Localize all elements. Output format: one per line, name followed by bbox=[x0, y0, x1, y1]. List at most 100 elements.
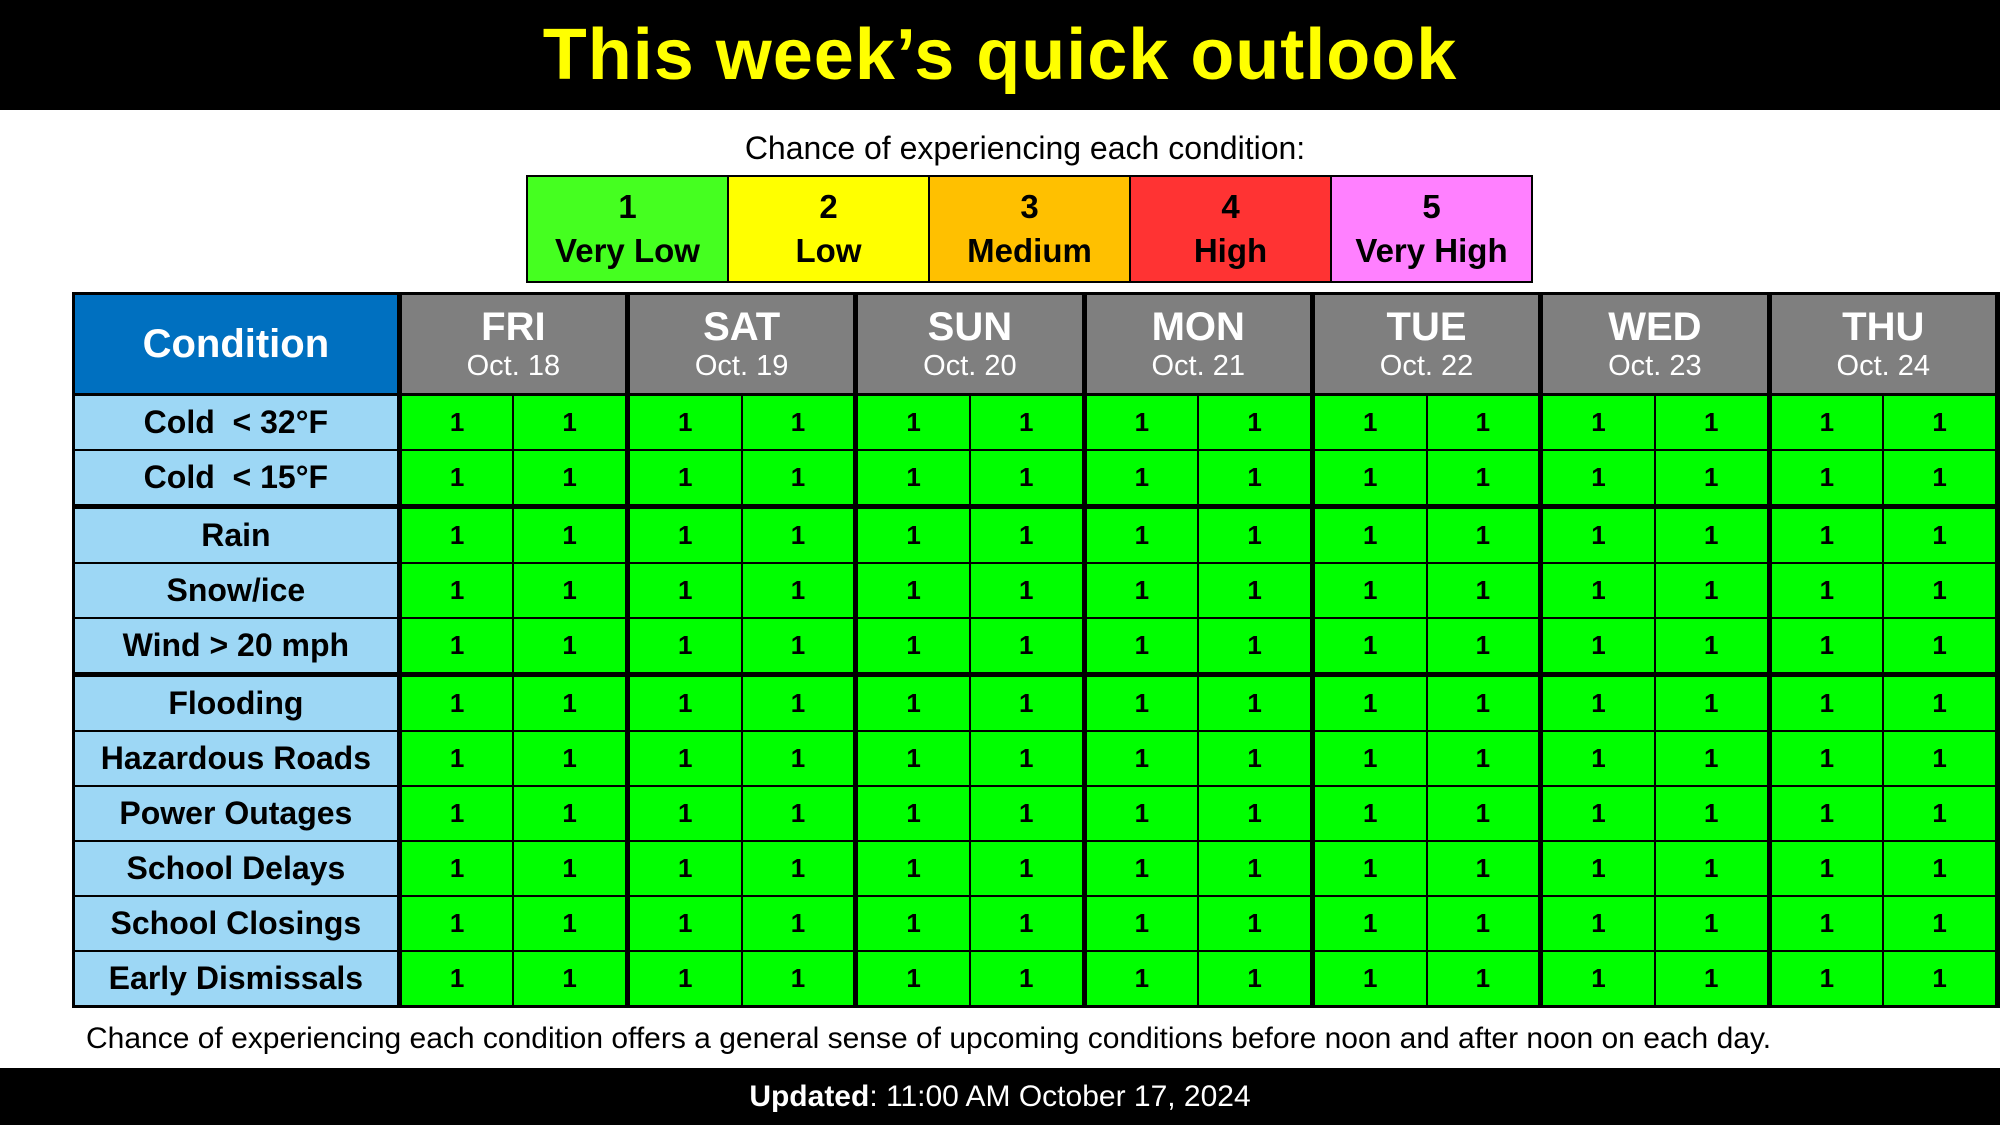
before-noon-cell: 1 bbox=[624, 618, 743, 676]
after-noon-cell: 1 bbox=[1654, 951, 1772, 1008]
before-noon-cell: 1 bbox=[624, 786, 743, 842]
condition-label: Hazardous Roads bbox=[72, 731, 402, 787]
updated-value: : 11:00 AM October 17, 2024 bbox=[869, 1079, 1251, 1113]
before-noon-cell: 1 bbox=[624, 896, 743, 952]
table-row: Flooding 1 1 1 1 1 1 1 1 1 1 1 1 1 1 bbox=[72, 672, 2000, 732]
after-noon-cell: 1 bbox=[1883, 393, 2000, 451]
after-noon-cell: 1 bbox=[1654, 618, 1772, 676]
after-noon-cell: 1 bbox=[513, 731, 630, 787]
before-noon-cell: 1 bbox=[1309, 786, 1428, 842]
after-noon-cell: 1 bbox=[741, 951, 859, 1008]
before-noon-cell: 1 bbox=[396, 504, 515, 564]
after-noon-cell: 1 bbox=[1654, 731, 1772, 787]
day-date: Oct. 22 bbox=[1379, 350, 1474, 382]
after-noon-cell: 1 bbox=[513, 951, 630, 1008]
legend-level-label: Medium bbox=[967, 232, 1092, 269]
after-noon-cell: 1 bbox=[1654, 841, 1772, 897]
legend-level-5: 5 Very High bbox=[1332, 177, 1531, 281]
before-noon-cell: 1 bbox=[1538, 841, 1656, 897]
day-date: Oct. 23 bbox=[1608, 350, 1702, 382]
after-noon-cell: 1 bbox=[1198, 672, 1315, 732]
after-noon-cell: 1 bbox=[741, 393, 859, 451]
after-noon-cell: 1 bbox=[741, 672, 859, 732]
condition-label: Cold < 32°F bbox=[72, 393, 402, 451]
after-noon-cell: 1 bbox=[741, 786, 859, 842]
day-name: SAT bbox=[703, 305, 781, 349]
before-noon-cell: 1 bbox=[1538, 896, 1656, 952]
before-noon-cell: 1 bbox=[1538, 504, 1656, 564]
before-noon-cell: 1 bbox=[396, 672, 515, 732]
before-noon-cell: 1 bbox=[396, 951, 515, 1008]
before-noon-cell: 1 bbox=[624, 504, 743, 564]
legend-level-4: 4 High bbox=[1131, 177, 1332, 281]
after-noon-cell: 1 bbox=[1654, 786, 1772, 842]
before-noon-cell: 1 bbox=[396, 450, 515, 508]
before-noon-cell: 1 bbox=[1309, 393, 1428, 451]
after-noon-cell: 1 bbox=[1426, 731, 1544, 787]
after-noon-cell: 1 bbox=[1198, 731, 1315, 787]
after-noon-cell: 1 bbox=[513, 563, 630, 619]
before-noon-cell: 1 bbox=[396, 618, 515, 676]
before-noon-cell: 1 bbox=[396, 841, 515, 897]
after-noon-cell: 1 bbox=[741, 841, 859, 897]
before-noon-cell: 1 bbox=[1538, 563, 1656, 619]
before-noon-cell: 1 bbox=[1309, 563, 1428, 619]
after-noon-cell: 1 bbox=[513, 618, 630, 676]
after-noon-cell: 1 bbox=[969, 563, 1087, 619]
legend-level-2: 2 Low bbox=[729, 177, 930, 281]
table-row: Snow/ice 1 1 1 1 1 1 1 1 1 1 1 1 1 1 bbox=[72, 563, 2000, 619]
after-noon-cell: 1 bbox=[1198, 450, 1315, 508]
table-row: Power Outages 1 1 1 1 1 1 1 1 1 1 1 1 1 1 bbox=[72, 786, 2000, 842]
after-noon-cell: 1 bbox=[1883, 896, 2000, 952]
day-name: TUE bbox=[1386, 305, 1467, 349]
after-noon-cell: 1 bbox=[1426, 672, 1544, 732]
legend-level-1: 1 Very Low bbox=[528, 177, 729, 281]
before-noon-cell: 1 bbox=[1081, 563, 1200, 619]
condition-label: School Closings bbox=[72, 896, 402, 952]
before-noon-cell: 1 bbox=[1538, 618, 1656, 676]
before-noon-cell: 1 bbox=[396, 393, 515, 451]
after-noon-cell: 1 bbox=[1198, 951, 1315, 1008]
day-name: MON bbox=[1151, 305, 1245, 349]
legend-level-number: 2 bbox=[819, 188, 838, 225]
after-noon-cell: 1 bbox=[1883, 504, 2000, 564]
before-noon-cell: 1 bbox=[396, 786, 515, 842]
before-noon-cell: 1 bbox=[624, 563, 743, 619]
before-noon-cell: 1 bbox=[1766, 786, 1885, 842]
before-noon-cell: 1 bbox=[1309, 841, 1428, 897]
table-row: Cold < 32°F 1 1 1 1 1 1 1 1 1 1 1 1 1 1 bbox=[72, 393, 2000, 451]
legend-level-number: 4 bbox=[1221, 188, 1240, 225]
after-noon-cell: 1 bbox=[969, 896, 1087, 952]
day-header-thu: THU Oct. 24 bbox=[1766, 292, 2000, 396]
after-noon-cell: 1 bbox=[1426, 504, 1544, 564]
after-noon-cell: 1 bbox=[513, 504, 630, 564]
before-noon-cell: 1 bbox=[853, 393, 971, 451]
before-noon-cell: 1 bbox=[1766, 450, 1885, 508]
day-date: Oct. 21 bbox=[1151, 350, 1245, 382]
before-noon-cell: 1 bbox=[1766, 563, 1885, 619]
after-noon-cell: 1 bbox=[1883, 563, 2000, 619]
outlook-table: Condition FRI Oct. 18 SAT Oct. 19 SUN Oct. 20… bbox=[72, 292, 2000, 1008]
before-noon-cell: 1 bbox=[1538, 786, 1656, 842]
after-noon-cell: 1 bbox=[1198, 896, 1315, 952]
updated-bar: Updated: 11:00 AM October 17, 2024 bbox=[0, 1068, 2000, 1125]
before-noon-cell: 1 bbox=[853, 504, 971, 564]
before-noon-cell: 1 bbox=[1081, 672, 1200, 732]
after-noon-cell: 1 bbox=[1198, 393, 1315, 451]
legend-level-label: Low bbox=[795, 232, 862, 269]
after-noon-cell: 1 bbox=[1426, 618, 1544, 676]
after-noon-cell: 1 bbox=[1426, 563, 1544, 619]
legend-caption: Chance of experiencing each condition: bbox=[744, 130, 1306, 166]
before-noon-cell: 1 bbox=[1081, 841, 1200, 897]
condition-label: Rain bbox=[72, 504, 402, 564]
condition-label: Power Outages bbox=[72, 786, 402, 842]
after-noon-cell: 1 bbox=[969, 786, 1087, 842]
before-noon-cell: 1 bbox=[853, 786, 971, 842]
table-row: Cold < 15°F 1 1 1 1 1 1 1 1 1 1 1 1 1 1 bbox=[72, 450, 2000, 508]
after-noon-cell: 1 bbox=[969, 618, 1087, 676]
day-header-tue: TUE Oct. 22 bbox=[1309, 292, 1544, 396]
day-name: WED bbox=[1608, 305, 1702, 349]
before-noon-cell: 1 bbox=[1538, 393, 1656, 451]
legend-level-number: 3 bbox=[1020, 188, 1039, 225]
before-noon-cell: 1 bbox=[624, 450, 743, 508]
